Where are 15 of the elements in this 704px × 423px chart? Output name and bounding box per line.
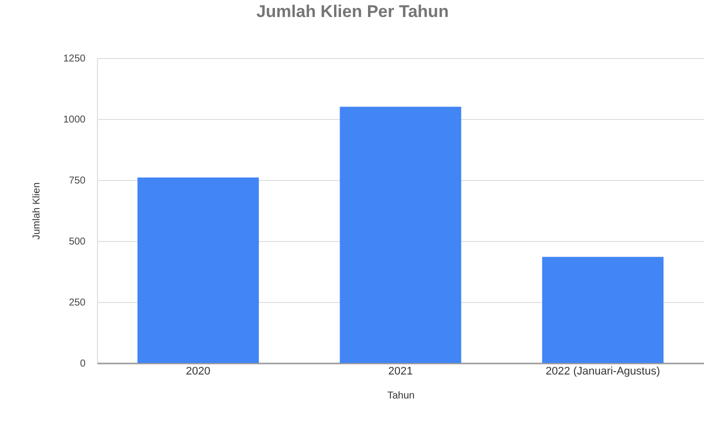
x-axis-title: Tahun xyxy=(387,390,415,402)
x-tick-label: 2021 xyxy=(388,366,413,378)
bar xyxy=(340,106,462,363)
y-tick-label: 1250 xyxy=(63,54,86,64)
bar xyxy=(542,256,664,363)
y-tick-label: 0 xyxy=(80,358,86,370)
y-tick-label: 750 xyxy=(68,176,86,186)
y-axis-title: Jumlah Klien xyxy=(31,182,42,240)
bar xyxy=(137,178,259,363)
x-tick-label: 2022 (Januari-Agustus) xyxy=(546,366,660,378)
y-tick-label: 250 xyxy=(68,298,86,308)
x-tick-label: 2020 xyxy=(186,366,210,378)
chart-title: Jumlah Klien Per Tahun xyxy=(256,2,449,21)
y-tick-label: 500 xyxy=(68,236,86,248)
y-tick-label: 1000 xyxy=(63,114,86,126)
